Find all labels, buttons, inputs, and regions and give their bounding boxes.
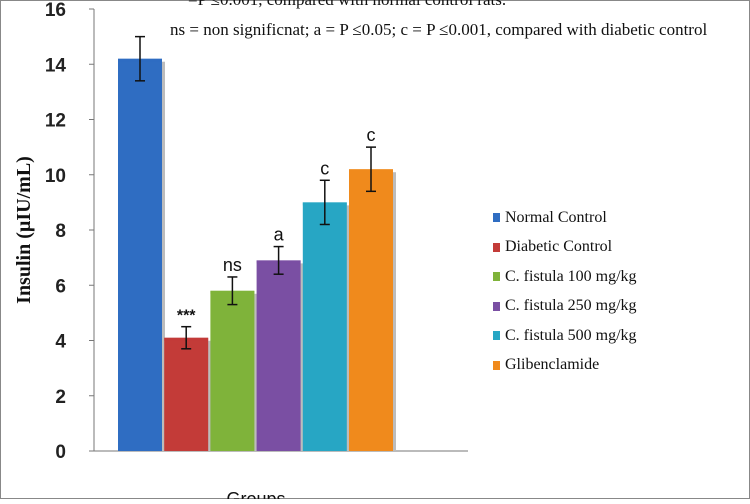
legend-item: C. fistula 100 mg/kg [493,262,637,292]
legend-label: Normal Control [505,208,607,226]
legend-item: C. fistula 250 mg/kg [493,292,637,322]
legend-label: C. fistula 500 mg/kg [505,326,637,344]
bar [349,169,393,451]
x-axis-label: Groups [226,489,285,499]
legend-item: Diabetic Control [493,233,637,263]
significance-label: a [274,225,285,245]
significance-label: c [367,125,376,145]
y-tick-label: 0 [55,442,66,463]
bar [210,290,255,451]
bar [118,58,162,451]
bar [256,260,301,451]
significance-note-normal: =P ≤0.001, compared with normal control … [188,0,506,10]
legend-item: C. fistula 500 mg/kg [493,321,637,351]
y-tick-label: 10 [45,166,66,187]
y-tick-label: 16 [45,0,66,21]
legend-swatch [493,213,500,223]
y-tick-label: 4 [55,332,66,353]
y-tick-label: 12 [45,111,66,132]
legend-label: Glibenclamide [505,356,600,374]
legend-swatch [493,360,500,370]
legend-label: Diabetic Control [505,238,613,256]
legend-swatch [493,242,500,252]
bar [164,337,209,451]
significance-label: ns [223,255,242,275]
significance-note-diabetic: ns = non significnat; a = P ≤0.05; c = P… [170,20,708,39]
y-tick-label: 8 [55,221,66,242]
significance-label: *** [177,308,196,325]
significance-label: c [320,158,329,178]
legend: Normal Control Diabetic Control C. fistula… [493,203,637,380]
y-tick-label: 2 [55,387,66,408]
legend-swatch [493,331,500,341]
y-tick-label: 14 [45,55,67,76]
legend-label: C. fistula 100 mg/kg [505,267,637,285]
y-axis-label: Insulin (µIU/mL) [13,156,35,304]
legend-swatch [493,272,500,282]
y-tick-label: 6 [55,276,66,297]
bar [302,202,347,451]
legend-swatch [493,301,500,311]
legend-label: C. fistula 250 mg/kg [505,297,637,315]
legend-item: Normal Control [493,203,637,233]
legend-item: Glibenclamide [493,351,637,381]
